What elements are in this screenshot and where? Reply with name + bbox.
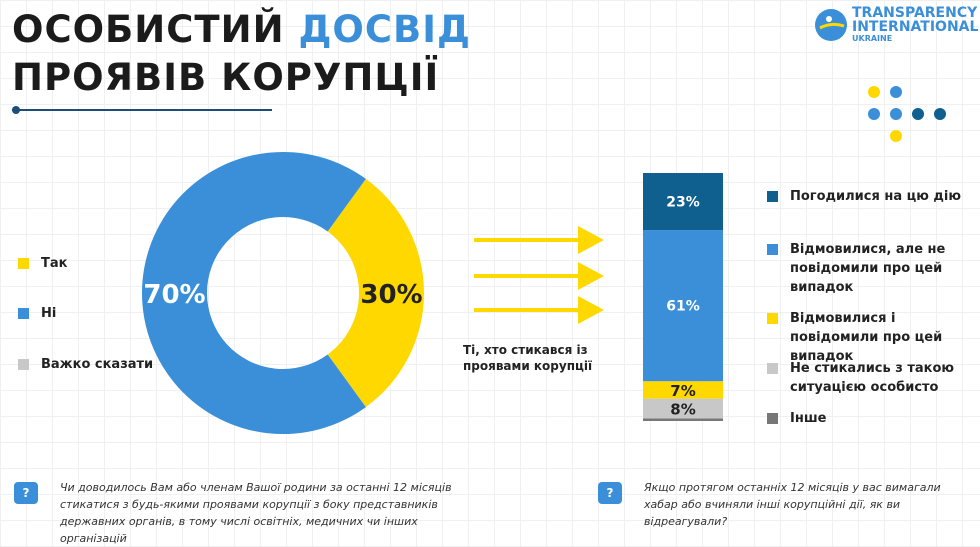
donut-label: 70%: [143, 280, 205, 310]
survey-question-left: Чи доводилось Вам або членам Вашої родин…: [60, 481, 452, 545]
legend-label: Ні: [41, 306, 57, 321]
logo: TRANSPARENCY INTERNATIONAL UKRAINE: [814, 6, 978, 44]
title-underline: [12, 106, 272, 114]
legend-swatch: [767, 313, 778, 324]
legend-swatch: [767, 191, 778, 202]
logo-line-3: UKRAINE: [852, 34, 893, 43]
bar-label: 23%: [666, 195, 700, 211]
arrows: [474, 226, 604, 324]
donut-label: 30%: [360, 280, 422, 310]
bar-segment: [643, 230, 723, 382]
bar-segment: [643, 173, 723, 231]
title-part-highlight: ДОСВІД: [298, 8, 471, 51]
legend-item-yes: Так: [18, 256, 67, 271]
legend-label: Погодилися на цю дію: [790, 189, 962, 204]
question-chat-icon: ?: [14, 482, 38, 504]
legend-item-hard-to-say: Важко сказати: [18, 357, 153, 372]
title-line-2: ПРОЯВІВ КОРУПЦІЇ: [12, 56, 440, 99]
legend-swatch: [767, 363, 778, 374]
logo-line-1: TRANSPARENCY: [852, 5, 978, 21]
chart-canvas: 30% 70% 23% 61% 7%8%: [141, 151, 723, 435]
legend-swatch: [767, 244, 778, 255]
legend-item: Погодилися на цю дію: [767, 187, 972, 206]
bar-segment: [643, 398, 723, 419]
page-title: ОСОБИСТИЙ ДОСВІД ПРОЯВІВ КОРУПЦІЇ: [12, 6, 471, 102]
legend-label: Не стикались з такою ситуацією особисто: [790, 361, 955, 395]
survey-question-right: Якщо протягом останніх 12 місяців у вас …: [644, 481, 941, 528]
legend-label: Важко сказати: [41, 357, 154, 372]
logo-line-2: INTERNATIONAL: [852, 19, 979, 35]
legend-label: Відмовилися і повідомили про цей випадок: [790, 311, 943, 364]
title-part-1: ОСОБИСТИЙ: [12, 8, 285, 51]
bar-label: 7%: [670, 382, 695, 400]
legend-item: Інше: [767, 409, 972, 428]
legend-item-no: Ні: [18, 306, 56, 321]
question-chat-icon: ?: [598, 482, 622, 504]
legend-label: Відмовилися, але не повідомили про цей в…: [790, 242, 946, 295]
legend-label: Інше: [790, 411, 827, 426]
legend-item: Відмовилися і повідомили про цей випадок: [767, 309, 972, 366]
donut-slice: [327, 178, 424, 408]
globe-icon: [815, 9, 847, 41]
legend-item: Не стикались з такою ситуацією особисто: [767, 359, 972, 397]
donut-slice: [141, 151, 366, 435]
legend-swatch: [767, 413, 778, 424]
arrow-caption: Ті, хто стикався із проявами корупції: [463, 343, 593, 373]
bar-segment: [643, 418, 723, 421]
legend-item: Відмовилися, але не повідомили про цей в…: [767, 240, 972, 297]
bar-label: 61%: [666, 299, 700, 315]
legend-label: Так: [41, 256, 68, 271]
bar-label: 8%: [670, 401, 695, 419]
bar-segment: [643, 381, 723, 399]
